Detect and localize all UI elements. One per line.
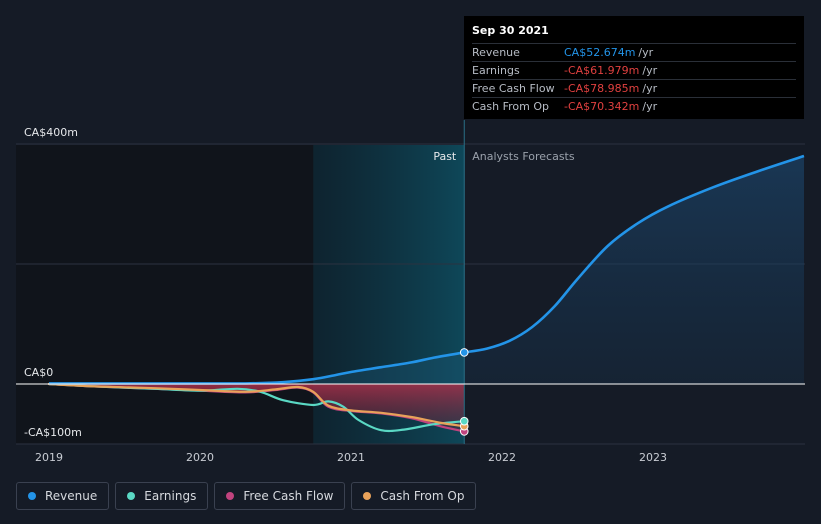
cash-from-op-dot-icon bbox=[363, 492, 372, 500]
chart-legend: Revenue Earnings Free Cash Flow Cash Fro… bbox=[16, 482, 477, 510]
legend-label: Earnings bbox=[144, 489, 197, 503]
legend-label: Revenue bbox=[45, 489, 98, 503]
revenue-endpoint bbox=[459, 348, 469, 357]
legend-item-free-cash-flow[interactable]: Free Cash Flow bbox=[214, 482, 346, 510]
y-axis-labels: CA$400m CA$0 -CA$100m bbox=[24, 126, 82, 439]
earnings-dot-icon bbox=[127, 492, 136, 500]
series-lines bbox=[47, 154, 805, 433]
tooltip-label: Free Cash Flow bbox=[472, 82, 555, 95]
x-tick-label: 2019 bbox=[35, 451, 63, 464]
x-tick-label: 2020 bbox=[186, 451, 214, 464]
tooltip-row-free-cash-flow: Free Cash Flow -CA$78.985m /yr bbox=[472, 79, 796, 97]
revenue-area bbox=[464, 156, 804, 384]
tooltip-row-cash-from-op: Cash From Op -CA$70.342m /yr bbox=[472, 97, 796, 115]
revenue-line bbox=[49, 351, 465, 385]
data-tooltip: Sep 30 2021 Revenue CA$52.674m /yr Earni… bbox=[464, 16, 804, 119]
x-tick-label: 2021 bbox=[337, 451, 365, 464]
tooltip-unit: /yr bbox=[642, 82, 658, 95]
revenue-dot-icon bbox=[28, 492, 36, 500]
tooltip-unit: /yr bbox=[642, 100, 658, 113]
revenue-forecast-line bbox=[464, 154, 805, 354]
x-tick-label: 2023 bbox=[639, 451, 667, 464]
x-tick-label: 2022 bbox=[488, 451, 516, 464]
revenue-past-area bbox=[49, 352, 465, 384]
tooltip-date: Sep 30 2021 bbox=[472, 24, 549, 37]
legend-item-earnings[interactable]: Earnings bbox=[115, 482, 209, 510]
legend-item-cash-from-op[interactable]: Cash From Op bbox=[351, 482, 477, 510]
tooltip-unit: /yr bbox=[642, 64, 658, 77]
tooltip-unit: /yr bbox=[638, 46, 654, 59]
forecast-label: Analysts Forecasts bbox=[472, 150, 575, 163]
tooltip-label: Revenue bbox=[472, 46, 520, 59]
past-label: Past bbox=[433, 150, 457, 163]
tooltip-row-revenue: Revenue CA$52.674m /yr bbox=[472, 43, 796, 61]
tooltip-row-earnings: Earnings -CA$61.979m /yr bbox=[472, 61, 796, 79]
tooltip-value: -CA$70.342m bbox=[564, 100, 640, 113]
tooltip-value: -CA$78.985m bbox=[564, 82, 640, 95]
tooltip-value: -CA$61.979m bbox=[564, 64, 640, 77]
tooltip-label: Cash From Op bbox=[472, 100, 550, 113]
y-tick-label: CA$0 bbox=[24, 366, 53, 379]
tooltip-label: Earnings bbox=[472, 64, 520, 77]
negative-cashflow-area bbox=[49, 384, 465, 432]
y-tick-label: -CA$100m bbox=[24, 426, 82, 439]
x-axis-labels: 2019 2020 2021 2022 2023 bbox=[35, 451, 667, 464]
earnings-endpoint bbox=[459, 416, 469, 426]
y-tick-label: CA$400m bbox=[24, 126, 78, 139]
cash-from-op-line bbox=[47, 382, 466, 428]
free-cash-flow-dot-icon bbox=[226, 492, 235, 500]
legend-label: Cash From Op bbox=[380, 489, 465, 503]
legend-item-revenue[interactable]: Revenue bbox=[16, 482, 110, 510]
endpoint-markers bbox=[459, 348, 469, 436]
legend-label: Free Cash Flow bbox=[243, 489, 334, 503]
tooltip-value: CA$52.674m bbox=[564, 46, 636, 59]
